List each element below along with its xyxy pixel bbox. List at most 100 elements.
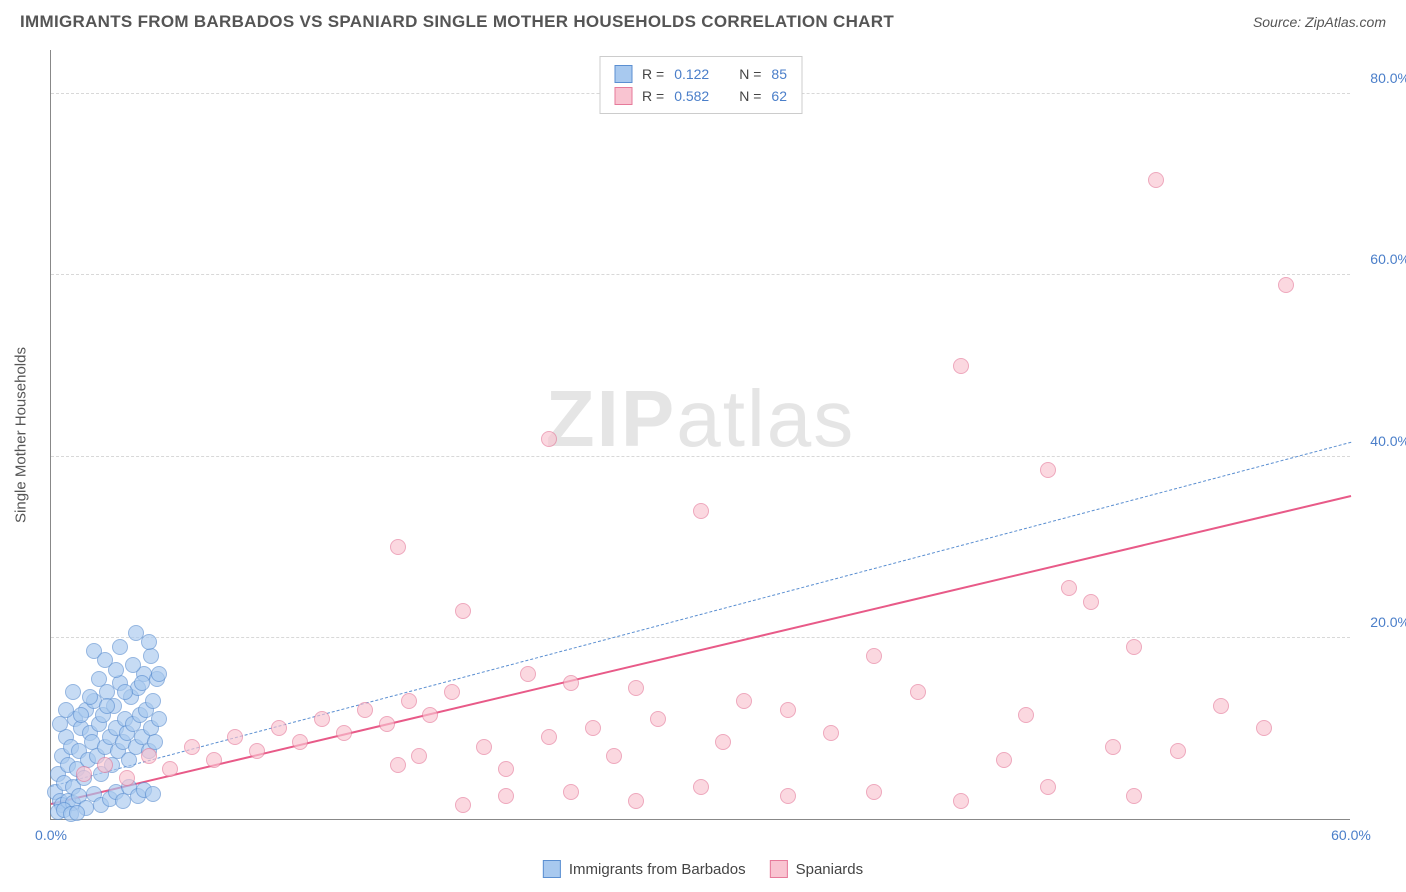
scatter-point bbox=[99, 698, 115, 714]
scatter-point bbox=[97, 652, 113, 668]
chart-title: IMMIGRANTS FROM BARBADOS VS SPANIARD SIN… bbox=[20, 12, 894, 32]
scatter-point bbox=[227, 729, 243, 745]
n-label: N = bbox=[739, 66, 761, 82]
scatter-point bbox=[401, 693, 417, 709]
scatter-point bbox=[151, 666, 167, 682]
scatter-point bbox=[563, 675, 579, 691]
r-value: 0.122 bbox=[674, 66, 709, 82]
gridline bbox=[51, 274, 1350, 275]
scatter-chart: ZIPatlas Single Mother Households R =0.1… bbox=[50, 50, 1350, 820]
r-label: R = bbox=[642, 66, 664, 82]
scatter-point bbox=[184, 739, 200, 755]
trend-line bbox=[51, 495, 1351, 805]
scatter-point bbox=[379, 716, 395, 732]
scatter-point bbox=[145, 786, 161, 802]
scatter-point bbox=[1105, 739, 1121, 755]
scatter-point bbox=[58, 702, 74, 718]
scatter-point bbox=[65, 684, 81, 700]
source-value: ZipAtlas.com bbox=[1305, 14, 1386, 30]
scatter-point bbox=[143, 648, 159, 664]
scatter-point bbox=[541, 431, 557, 447]
series-legend-item: Immigrants from Barbados bbox=[543, 860, 746, 878]
scatter-point bbox=[206, 752, 222, 768]
scatter-point bbox=[1213, 698, 1229, 714]
scatter-point bbox=[76, 766, 92, 782]
y-tick-label: 80.0% bbox=[1355, 70, 1406, 86]
correlation-legend-row: R = 0.122 N = 85 bbox=[614, 63, 787, 85]
scatter-point bbox=[141, 748, 157, 764]
scatter-point bbox=[117, 684, 133, 700]
y-axis-title: Single Mother Households bbox=[13, 347, 30, 523]
scatter-point bbox=[780, 788, 796, 804]
scatter-point bbox=[125, 657, 141, 673]
scatter-point bbox=[476, 739, 492, 755]
series-legend-item: Spaniards bbox=[770, 860, 864, 878]
legend-swatch bbox=[770, 860, 788, 878]
scatter-point bbox=[73, 707, 89, 723]
scatter-point bbox=[134, 675, 150, 691]
scatter-point bbox=[1170, 743, 1186, 759]
watermark-bold: ZIP bbox=[546, 374, 676, 463]
scatter-point bbox=[996, 752, 1012, 768]
scatter-point bbox=[1040, 779, 1056, 795]
scatter-point bbox=[1148, 172, 1164, 188]
series-legend-label: Spaniards bbox=[796, 861, 864, 878]
scatter-point bbox=[953, 358, 969, 374]
scatter-point bbox=[119, 770, 135, 786]
r-value: 0.582 bbox=[674, 88, 709, 104]
scatter-point bbox=[628, 793, 644, 809]
source-label: Source: bbox=[1253, 14, 1305, 30]
gridline bbox=[51, 637, 1350, 638]
r-label: R = bbox=[642, 88, 664, 104]
scatter-point bbox=[780, 702, 796, 718]
legend-swatch bbox=[614, 65, 632, 83]
scatter-point bbox=[422, 707, 438, 723]
scatter-point bbox=[411, 748, 427, 764]
series-legend: Immigrants from Barbados Spaniards bbox=[543, 860, 863, 878]
gridline bbox=[51, 456, 1350, 457]
scatter-point bbox=[650, 711, 666, 727]
y-tick-label: 60.0% bbox=[1355, 251, 1406, 267]
scatter-point bbox=[1083, 594, 1099, 610]
scatter-point bbox=[1126, 788, 1142, 804]
scatter-point bbox=[1040, 462, 1056, 478]
trend-line bbox=[51, 442, 1351, 787]
scatter-point bbox=[271, 720, 287, 736]
watermark-rest: atlas bbox=[676, 374, 855, 463]
scatter-point bbox=[498, 761, 514, 777]
scatter-point bbox=[585, 720, 601, 736]
scatter-point bbox=[455, 797, 471, 813]
y-tick-label: 40.0% bbox=[1355, 433, 1406, 449]
scatter-point bbox=[390, 757, 406, 773]
scatter-point bbox=[693, 779, 709, 795]
scatter-point bbox=[910, 684, 926, 700]
scatter-point bbox=[823, 725, 839, 741]
scatter-point bbox=[390, 539, 406, 555]
scatter-point bbox=[606, 748, 622, 764]
scatter-point bbox=[715, 734, 731, 750]
correlation-legend-row: R =0.582N =62 bbox=[614, 85, 787, 107]
scatter-point bbox=[953, 793, 969, 809]
correlation-legend: R =0.122N =85R =0.582N =62 bbox=[599, 56, 802, 114]
header-bar: IMMIGRANTS FROM BARBADOS VS SPANIARD SIN… bbox=[0, 0, 1406, 40]
scatter-point bbox=[141, 634, 157, 650]
scatter-point bbox=[444, 684, 460, 700]
scatter-point bbox=[498, 788, 514, 804]
scatter-point bbox=[866, 784, 882, 800]
scatter-point bbox=[314, 711, 330, 727]
scatter-point bbox=[97, 757, 113, 773]
scatter-point bbox=[866, 648, 882, 664]
scatter-point bbox=[455, 603, 471, 619]
scatter-point bbox=[1278, 277, 1294, 293]
x-tick-label: 60.0% bbox=[1331, 827, 1371, 843]
scatter-point bbox=[145, 693, 161, 709]
scatter-point bbox=[82, 689, 98, 705]
scatter-point bbox=[541, 729, 557, 745]
n-label: N = bbox=[739, 88, 761, 104]
legend-swatch bbox=[614, 87, 632, 105]
scatter-point bbox=[693, 503, 709, 519]
series-legend-label: Immigrants from Barbados bbox=[569, 861, 746, 878]
scatter-point bbox=[151, 711, 167, 727]
n-value: 85 bbox=[771, 66, 787, 82]
scatter-point bbox=[249, 743, 265, 759]
